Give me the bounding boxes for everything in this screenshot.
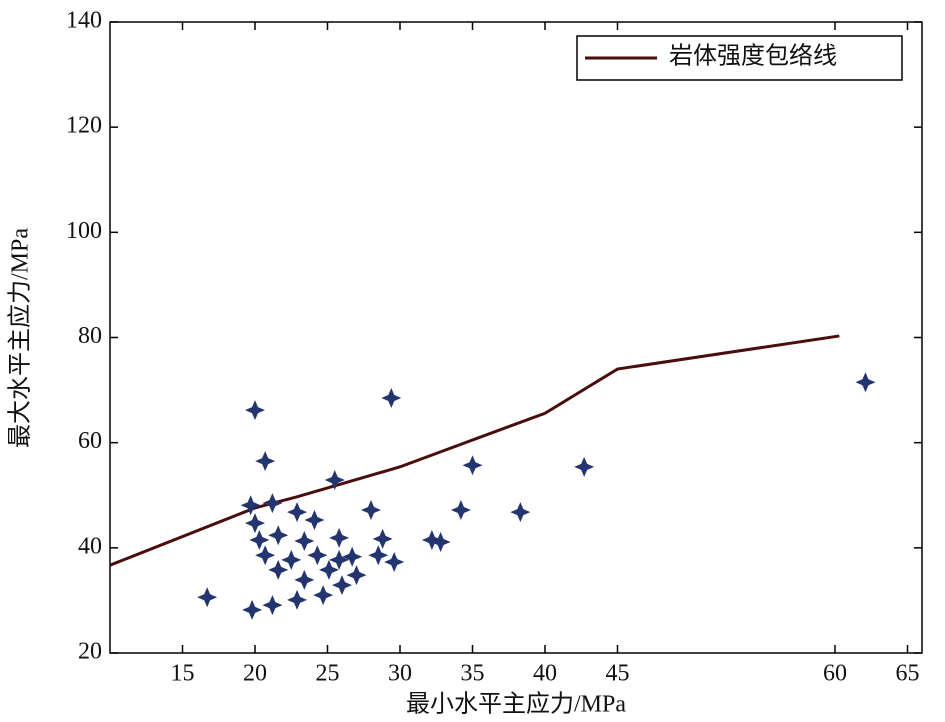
x-tick-label: 30: [388, 661, 412, 687]
scatter-point: [329, 549, 350, 570]
scatter-point: [304, 509, 325, 530]
y-tick-label: 140: [66, 8, 102, 34]
scatter-point: [268, 559, 289, 580]
legend-label: 岩体强度包络线: [669, 43, 837, 70]
scatter-point: [287, 589, 308, 610]
x-tick-label: 40: [533, 661, 557, 687]
scatter-point: [421, 529, 442, 550]
scatter-point: [855, 372, 876, 393]
y-axis-label: 最大水平主应力/MPa: [7, 228, 34, 448]
envelope-line: [109, 334, 840, 567]
scatter-point: [313, 585, 334, 606]
scatter-point: [381, 387, 402, 408]
y-tick-label: 120: [66, 113, 102, 139]
x-tick-label: 25: [316, 661, 340, 687]
scatter-point: [450, 499, 471, 520]
scatter-point: [294, 569, 315, 590]
scatter-point: [574, 456, 595, 477]
scatter-point: [255, 545, 276, 566]
scatter-point: [249, 529, 270, 550]
scatter-point: [281, 549, 302, 570]
scatter-point: [372, 528, 393, 549]
scatter-point: [318, 559, 339, 580]
x-tick-label: 20: [243, 661, 267, 687]
scatter-point: [240, 495, 261, 516]
scatter-point: [510, 502, 531, 523]
scatter-point: [346, 565, 367, 586]
x-tick-label: 65: [896, 661, 920, 687]
scatter-point: [361, 499, 381, 520]
y-tick-label: 100: [66, 218, 102, 244]
scatter-point: [255, 451, 276, 472]
scatter-point: [368, 545, 389, 566]
x-tick-label: 35: [461, 661, 485, 687]
y-tick-label: 40: [78, 533, 102, 559]
x-tick-label: 45: [606, 661, 630, 687]
scatter-point: [332, 575, 352, 596]
scatter-point: [262, 493, 283, 514]
scatter-point: [384, 552, 405, 573]
scatter-point: [268, 525, 289, 546]
scatter-point: [197, 587, 218, 608]
scatter-point: [430, 532, 451, 553]
scatter-point: [324, 470, 345, 491]
scatter-point: [329, 527, 350, 548]
scatter-point: [242, 599, 263, 620]
scatter-point: [462, 455, 483, 476]
scatter-point: [245, 400, 265, 421]
y-tick-label: 60: [78, 428, 102, 454]
x-tick-label: 60: [823, 661, 847, 687]
scatter-point: [262, 595, 283, 616]
x-axis-label: 最小水平主应力/MPa: [406, 691, 626, 718]
scatter-point: [342, 546, 363, 567]
scatter-point: [287, 502, 308, 523]
y-tick-label: 20: [78, 639, 102, 665]
y-tick-label: 80: [78, 323, 102, 349]
scatter-point: [245, 513, 265, 534]
scatter-point: [294, 530, 315, 551]
scatter-point: [307, 545, 328, 566]
x-tick-label: 15: [171, 661, 195, 687]
plot-frame: [109, 21, 923, 654]
